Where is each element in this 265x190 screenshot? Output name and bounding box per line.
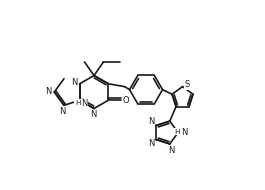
Text: H: H — [174, 128, 179, 135]
Text: N: N — [90, 110, 96, 119]
Text: N: N — [81, 99, 88, 108]
Text: N: N — [59, 107, 65, 116]
Text: N: N — [72, 78, 78, 87]
Text: N: N — [45, 88, 51, 97]
Text: N: N — [148, 139, 154, 148]
Text: N: N — [181, 128, 188, 137]
Text: S: S — [185, 80, 190, 89]
Text: H: H — [75, 100, 80, 106]
Text: N: N — [169, 146, 175, 155]
Text: N: N — [148, 117, 154, 126]
Text: O: O — [123, 96, 130, 105]
